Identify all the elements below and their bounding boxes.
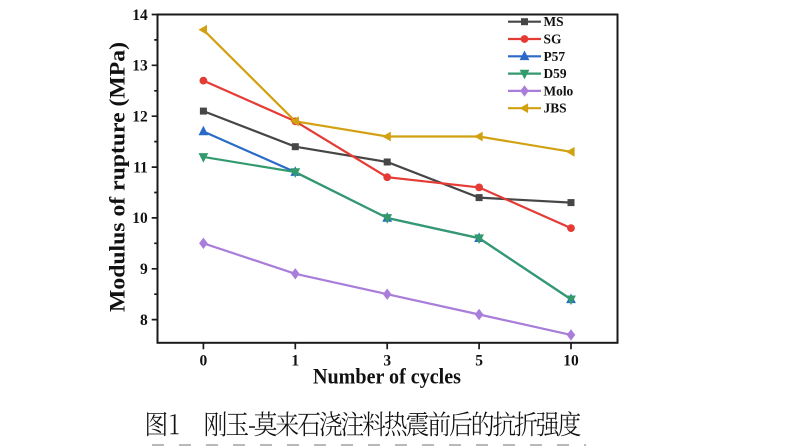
svg-text:JBS: JBS — [544, 101, 567, 116]
svg-text:10: 10 — [563, 353, 579, 370]
svg-text:P57: P57 — [544, 49, 566, 64]
svg-text:12: 12 — [132, 109, 148, 126]
svg-text:D59: D59 — [544, 66, 567, 81]
svg-text:SG: SG — [544, 32, 562, 47]
svg-text:Molo: Molo — [544, 83, 574, 98]
svg-text:0: 0 — [200, 353, 208, 370]
svg-text:8: 8 — [140, 312, 148, 329]
svg-text:Number of cycles: Number of cycles — [313, 364, 461, 388]
svg-text:1: 1 — [291, 353, 299, 370]
svg-text:3: 3 — [383, 353, 391, 370]
svg-text:Modulus of rupture (MPa): Modulus of rupture (MPa) — [106, 42, 130, 312]
svg-text:5: 5 — [475, 353, 483, 370]
svg-text:13: 13 — [132, 58, 148, 75]
svg-text:MS: MS — [544, 14, 564, 29]
svg-text:10: 10 — [132, 210, 148, 227]
svg-text:11: 11 — [133, 159, 148, 176]
svg-text:14: 14 — [132, 7, 148, 24]
svg-text:9: 9 — [140, 261, 148, 278]
